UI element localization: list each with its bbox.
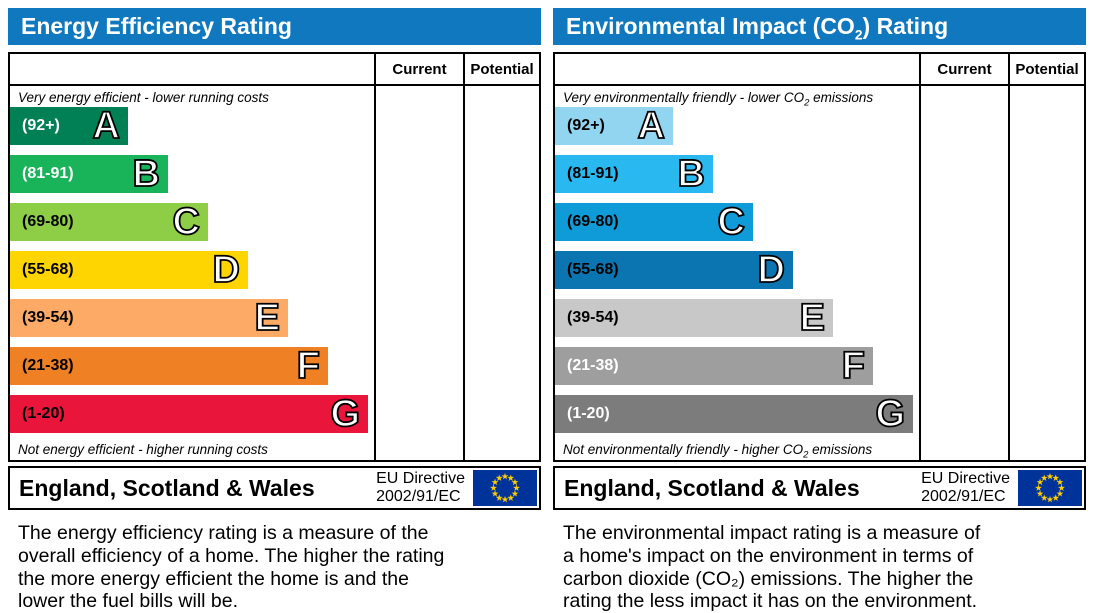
panel-title-co2: Environmental Impact (CO2) Rating	[553, 8, 1086, 45]
band-range-label: (81-91)	[567, 165, 619, 182]
band-letter: B	[132, 153, 161, 195]
band-range-label: (1-20)	[567, 405, 610, 422]
energy-efficiency-panel: Energy Efficiency Rating Current Potenti…	[8, 8, 541, 613]
band-b: (81-91) B	[10, 153, 168, 195]
co2-description-text: The environmental impact rating is a mea…	[563, 522, 981, 613]
energy-description-text: The energy efficiency rating is a measur…	[18, 522, 445, 613]
current-column-divider	[919, 54, 921, 460]
band-range-label: (55-68)	[22, 261, 74, 278]
band-range-label: (69-80)	[22, 213, 74, 230]
potential-column-header: Potential	[1015, 60, 1079, 78]
caption-top: Very energy efficient - lower running co…	[18, 90, 269, 105]
region-footer: England, Scotland & Wales EU Directive 2…	[8, 466, 541, 510]
band-letter: D	[757, 249, 786, 291]
eu-directive-line1: EU Directive	[921, 470, 1010, 487]
eu-directive-line2: 2002/91/EC	[376, 488, 461, 505]
band-g: (1-20) G	[555, 393, 913, 435]
band-letter: G	[330, 393, 361, 435]
band-e: (39-54) E	[555, 297, 833, 339]
caption-bottom: Not energy efficient - higher running co…	[18, 442, 268, 457]
band-range-label: (69-80)	[567, 213, 619, 230]
caption-top-text: Very energy efficient - lower running co…	[18, 90, 269, 105]
caption-top-text: Very environmentally friendly - lower CO	[563, 90, 805, 105]
eu-directive-line2: 2002/91/EC	[921, 488, 1006, 505]
band-c: (69-80) C	[555, 201, 753, 243]
region-label: England, Scotland & Wales	[564, 475, 860, 501]
caption-bottom-text: Not energy efficient - higher running co…	[18, 442, 268, 457]
eu-directive-line1: EU Directive	[376, 470, 465, 487]
caption-top-sub: 2	[804, 97, 810, 109]
band-letter: D	[212, 249, 241, 291]
co2-chart-box: Current Potential Very environmentally f…	[553, 52, 1086, 462]
caption-bottom-suffix: emissions	[808, 442, 873, 457]
panel-title-text: Environmental Impact (CO	[566, 13, 855, 39]
potential-column-divider	[463, 54, 465, 460]
potential-column-divider	[1008, 54, 1010, 460]
caption-bottom: Not environmentally friendly - higher CO…	[563, 442, 873, 460]
band-letter: G	[875, 393, 906, 435]
panel-title-sub: 2	[854, 27, 863, 43]
caption-top: Very environmentally friendly - lower CO…	[563, 90, 874, 108]
energy-chart-box: Current Potential Very energy efficient …	[8, 52, 541, 462]
band-g: (1-20) G	[10, 393, 368, 435]
band-letter: E	[254, 297, 281, 339]
band-letter: C	[717, 201, 746, 243]
eu-directive-text: EU Directive 2002/91/EC	[376, 470, 465, 506]
panel-title-energy: Energy Efficiency Rating	[8, 8, 541, 45]
environmental-impact-panel: Environmental Impact (CO2) Rating Curren…	[553, 8, 1086, 613]
caption-top-suffix: emissions	[809, 90, 874, 105]
current-column-divider	[374, 54, 376, 460]
caption-bottom-sub: 2	[803, 449, 809, 461]
band-range-label: (39-54)	[22, 309, 74, 326]
region-footer: England, Scotland & Wales EU Directive 2…	[553, 466, 1086, 510]
band-range-label: (55-68)	[567, 261, 619, 278]
band-d: (55-68) D	[10, 249, 248, 291]
band-f: (21-38) F	[10, 345, 328, 387]
band-letter: A	[92, 105, 121, 147]
eu-flag-icon	[473, 470, 537, 506]
potential-column-header: Potential	[470, 60, 534, 78]
band-e: (39-54) E	[10, 297, 288, 339]
band-range-label: (81-91)	[22, 165, 74, 182]
band-letter: F	[296, 345, 321, 387]
band-c: (69-80) C	[10, 201, 208, 243]
current-column-header: Current	[937, 60, 992, 78]
band-letter: F	[841, 345, 866, 387]
panel-title-text: Energy Efficiency Rating	[21, 13, 292, 39]
band-range-label: (92+)	[22, 117, 60, 134]
eu-directive-text: EU Directive 2002/91/EC	[921, 470, 1010, 506]
band-a: (92+) A	[10, 105, 128, 147]
band-a: (92+) A	[555, 105, 673, 147]
band-range-label: (1-20)	[22, 405, 65, 422]
current-column-header: Current	[392, 60, 447, 78]
caption-bottom-text: Not environmentally friendly - higher CO	[563, 442, 804, 457]
region-label: England, Scotland & Wales	[19, 475, 315, 501]
band-b: (81-91) B	[555, 153, 713, 195]
band-letter: B	[677, 153, 706, 195]
band-range-label: (92+)	[567, 117, 605, 134]
band-letter: A	[637, 105, 666, 147]
eu-flag-icon	[1018, 470, 1082, 506]
band-range-label: (39-54)	[567, 309, 619, 326]
band-f: (21-38) F	[555, 345, 873, 387]
band-range-label: (21-38)	[567, 357, 619, 374]
header-row-divider	[10, 84, 539, 86]
band-letter: C	[172, 201, 201, 243]
band-range-label: (21-38)	[22, 357, 74, 374]
header-row-divider	[555, 84, 1084, 86]
panel-title-suffix: ) Rating	[862, 13, 949, 39]
band-letter: E	[799, 297, 826, 339]
band-d: (55-68) D	[555, 249, 793, 291]
